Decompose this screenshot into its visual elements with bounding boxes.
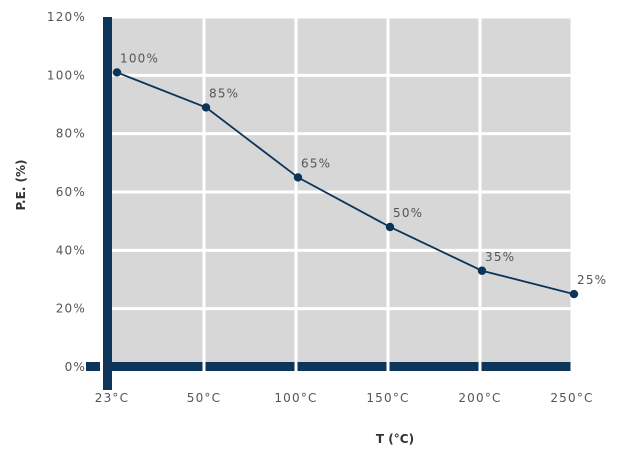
data-label: 85%: [209, 86, 239, 100]
data-point: [569, 289, 579, 299]
x-axis-gap: [478, 362, 482, 371]
data-label: 25%: [577, 273, 607, 287]
x-axis-title: T (°C): [376, 432, 414, 446]
y-tick-label: 60%: [56, 185, 86, 199]
x-tick-label: 200°C: [458, 391, 501, 405]
series-line: [116, 71, 575, 295]
x-axis-line: [86, 362, 572, 371]
data-label: 65%: [301, 156, 331, 170]
data-point: [112, 68, 122, 77]
y-axis-line: [103, 17, 112, 390]
data-label: 50%: [393, 206, 423, 220]
series-marks: 100% 85% 65% 50% 35% 25%: [112, 51, 607, 299]
y-axis-title: P.E. (%): [14, 159, 28, 210]
data-label: 35%: [485, 250, 515, 264]
y-tick-label: 100%: [47, 68, 86, 82]
data-label: 100%: [120, 51, 159, 65]
y-tick-label: 40%: [56, 243, 86, 257]
x-tick-label: 50°C: [187, 391, 221, 405]
y-tick-label: 80%: [56, 127, 86, 141]
data-point: [293, 173, 303, 182]
x-axis-gap: [386, 362, 390, 371]
y-tick-label: 20%: [56, 302, 86, 316]
data-point: [201, 103, 211, 112]
x-axis-gap: [570, 362, 574, 371]
axes: [86, 17, 574, 390]
x-tick-label: 23°C: [95, 391, 129, 405]
grid-lines: [108, 15, 574, 367]
x-axis-gap: [294, 362, 298, 371]
y-tick-label: 0%: [65, 360, 86, 374]
x-tick-label: 150°C: [366, 391, 409, 405]
x-tick-label: 250°C: [550, 391, 593, 405]
x-tick-label: 100°C: [274, 391, 317, 405]
x-axis-gap: [202, 362, 206, 371]
data-point: [385, 222, 395, 232]
data-point: [477, 266, 487, 275]
tick-labels: 0% 20% 40% 60% 80% 100% 120% 23°C 50°C 100°C 150°C…: [47, 10, 593, 405]
x-axis-gap: [100, 362, 103, 371]
y-tick-label: 120%: [47, 10, 86, 24]
